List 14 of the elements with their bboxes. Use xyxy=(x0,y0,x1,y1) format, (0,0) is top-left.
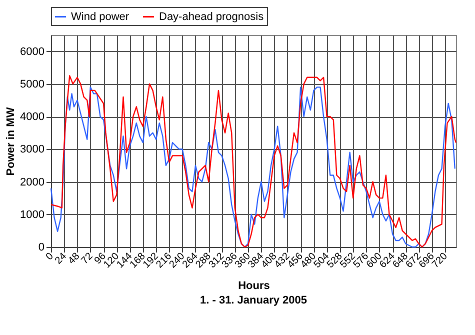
y-tick-label: 0 xyxy=(38,242,44,254)
text: 1. - 31. January 2005 xyxy=(200,294,308,306)
y-axis-title: Power in MW xyxy=(5,106,18,176)
y-tick-label: 4000 xyxy=(20,111,44,124)
legend-label: Wind power xyxy=(71,10,130,23)
y-tick-label: 5000 xyxy=(20,78,44,90)
legend-label: Day-ahead prognosis xyxy=(159,10,264,23)
y-tick-label: 6000 xyxy=(20,46,44,58)
y-tick-label: 2000 xyxy=(20,176,44,188)
x-tick-label: 720 xyxy=(430,250,450,271)
x-axis-title: Hours xyxy=(238,280,270,292)
y-tick-label: 1000 xyxy=(20,208,44,221)
x-tick-label: 72 xyxy=(80,250,96,267)
y-tick-label: 3000 xyxy=(20,144,44,156)
